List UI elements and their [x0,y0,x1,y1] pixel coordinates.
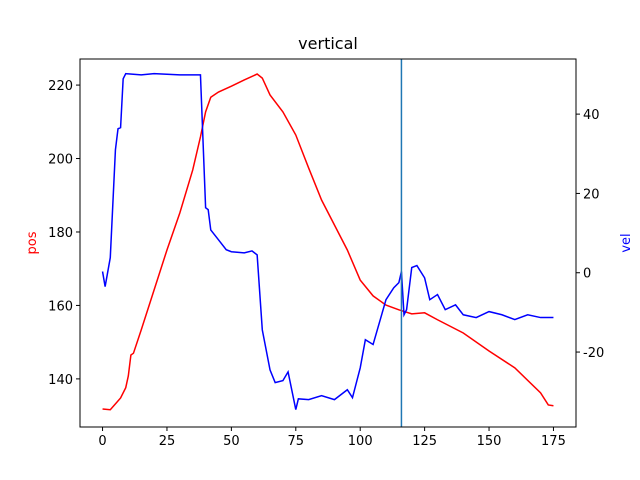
x-tick-label: 150 [477,434,502,449]
line-series [102,73,554,411]
y-tick-label: 180 [48,226,73,241]
y-axis-label: pos [25,231,40,254]
x-tick-label: 75 [288,434,305,449]
y2-tick-label: -20 [583,346,604,361]
line-series [101,72,554,410]
x-tick-label: 25 [159,434,176,449]
x-tick-label: 100 [348,434,373,449]
y-tick-label: 140 [48,373,73,388]
plot-frame [79,58,577,428]
x-tick-label: 125 [412,434,437,449]
y-tick-label: 200 [48,153,73,168]
chart-title: vertical [298,34,358,53]
x-tick-label: 175 [541,434,566,449]
y2-tick-label: 40 [583,108,600,123]
y-tick-label: 160 [48,299,73,314]
y2-axis-label: vel [619,233,634,252]
y2-tick-label: 0 [583,267,591,282]
y2-tick-label: 20 [583,187,600,202]
x-tick-label: 0 [98,434,106,449]
y-tick-label: 220 [48,79,73,94]
x-tick-label: 50 [223,434,240,449]
